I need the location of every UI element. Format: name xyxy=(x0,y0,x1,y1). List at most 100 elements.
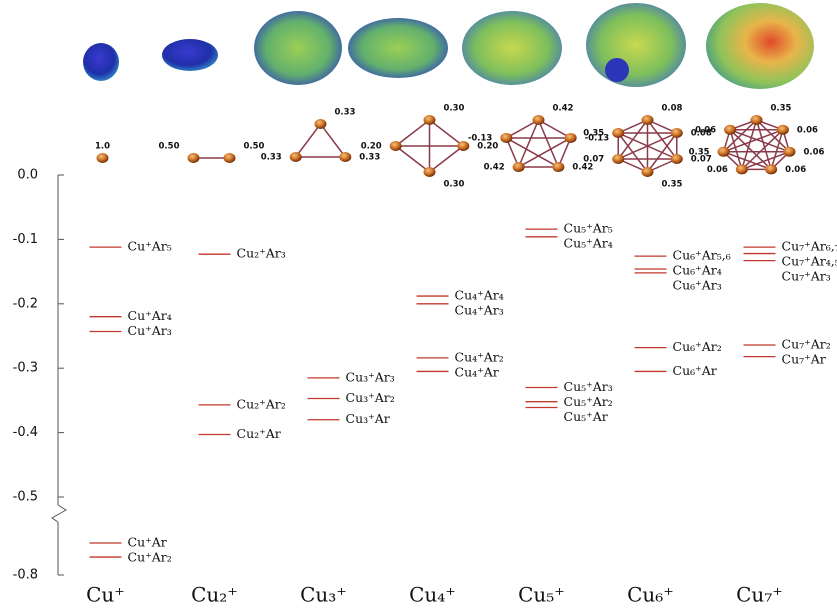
atom xyxy=(724,125,736,135)
charge-label: 0.33 xyxy=(359,153,380,163)
bond xyxy=(430,120,464,146)
atom xyxy=(565,133,577,143)
atom xyxy=(533,115,545,125)
atom xyxy=(424,167,436,177)
bond xyxy=(519,120,539,167)
bond xyxy=(396,146,430,172)
level-label: Cu⁺Ar xyxy=(128,535,167,550)
level-label: Cu₄⁺Ar₄ xyxy=(455,288,504,303)
level-label: Cu₄⁺Ar₂ xyxy=(455,349,504,364)
atom xyxy=(718,147,730,157)
charge-label: 0.33 xyxy=(261,153,282,163)
level-label: Cu₅⁺Ar₄ xyxy=(564,236,613,251)
charge-label: 0.20 xyxy=(361,142,382,152)
level-label: Cu₃⁺Ar₂ xyxy=(346,390,395,405)
level-label: Cu₆⁺Ar₅,₆ xyxy=(673,248,731,263)
level-label: Cu₇⁺Ar₃ xyxy=(782,269,831,284)
atom xyxy=(642,167,654,177)
charge-label: 0.06 xyxy=(797,125,818,135)
x-tick-label: Cu₆⁺ xyxy=(627,583,674,607)
x-tick-label: Cu₇⁺ xyxy=(736,583,783,607)
level-label: Cu₅⁺Ar₃ xyxy=(564,379,613,394)
charge-label: 0.06 xyxy=(707,165,728,175)
y-tick-label: -0.8 xyxy=(13,568,38,583)
density-surfaces xyxy=(83,3,814,89)
atom xyxy=(290,152,302,162)
charge-label: 0.30 xyxy=(444,104,465,114)
charge-label: 0.35 xyxy=(662,180,683,190)
y-tick-label: 0.0 xyxy=(17,168,38,183)
atom xyxy=(671,128,683,138)
charge-label: 1.0 xyxy=(95,142,110,152)
charge-label: 0.33 xyxy=(335,108,356,118)
bond xyxy=(321,124,346,157)
y-tick-label: -0.4 xyxy=(13,425,38,440)
level-label: Cu₆⁺Ar₃ xyxy=(673,278,722,293)
level-label: Cu₇⁺Ar₂ xyxy=(782,337,831,352)
atom xyxy=(97,153,109,163)
charge-label: 0.35 xyxy=(583,129,604,139)
level-label: Cu₇⁺Ar₆,₇ xyxy=(782,239,837,254)
y-tick-label: -0.3 xyxy=(13,361,38,376)
atom xyxy=(783,147,795,157)
x-tick-label: Cu⁺ xyxy=(86,583,125,607)
level-label: Cu⁺Ar₃ xyxy=(128,323,172,338)
level-label: Cu₄⁺Ar xyxy=(455,364,499,379)
atom xyxy=(612,154,624,164)
chart: 0.0-0.1-0.2-0.3-0.4-0.5-0.8Cu⁺1.0Cu⁺Ar₅C… xyxy=(0,0,837,610)
bond xyxy=(396,120,430,146)
level-label: Cu₃⁺Ar xyxy=(346,411,390,426)
atom xyxy=(424,115,436,125)
charge-label: 0.50 xyxy=(159,142,180,152)
level-label: Cu₇⁺Ar₄,₅ xyxy=(782,254,837,269)
level-label: Cu₆⁺Ar₂ xyxy=(673,339,722,354)
level-label: Cu₂⁺Ar xyxy=(237,426,281,441)
level-label: Cu₆⁺Ar xyxy=(673,363,717,378)
atom xyxy=(188,153,200,163)
atom xyxy=(552,162,564,172)
atom xyxy=(224,153,236,163)
level-label: Cu₆⁺Ar₄ xyxy=(673,263,722,278)
charge-label: -0.13 xyxy=(468,133,493,143)
level-label: Cu₅⁺Ar₅ xyxy=(564,221,613,236)
atom xyxy=(500,133,512,143)
x-tick-label: Cu₃⁺ xyxy=(300,583,347,607)
x-tick-label: Cu₂⁺ xyxy=(191,583,238,607)
level-label: Cu⁺Ar₄ xyxy=(128,308,172,323)
y-tick-label: -0.2 xyxy=(13,296,38,311)
y-tick-label: -0.1 xyxy=(13,232,38,247)
axis-break xyxy=(52,505,66,522)
bond xyxy=(539,120,559,167)
atom xyxy=(777,125,789,135)
charge-label: 0.08 xyxy=(662,104,683,114)
level-label: Cu₂⁺Ar₂ xyxy=(237,396,286,411)
charge-label: 0.50 xyxy=(244,142,265,152)
charge-label: 0.42 xyxy=(553,104,574,114)
atom xyxy=(390,141,402,151)
atom xyxy=(315,119,327,129)
charge-label: 0.35 xyxy=(771,104,792,114)
level-label: Cu₅⁺Ar₂ xyxy=(564,394,613,409)
atom xyxy=(751,115,763,125)
level-label: Cu₇⁺Ar xyxy=(782,352,826,367)
charge-label: 0.30 xyxy=(444,180,465,190)
level-label: Cu₃⁺Ar₃ xyxy=(346,369,395,384)
bond xyxy=(296,124,321,157)
x-tick-label: Cu₄⁺ xyxy=(409,583,456,607)
atom xyxy=(671,154,683,164)
atom xyxy=(642,115,654,125)
bond xyxy=(506,138,558,167)
atom xyxy=(513,162,525,172)
atom xyxy=(736,164,748,174)
y-tick-label: -0.5 xyxy=(13,490,38,505)
bond xyxy=(519,138,571,167)
level-label: Cu₅⁺Ar xyxy=(564,409,608,424)
level-label: Cu₂⁺Ar₃ xyxy=(237,246,286,261)
x-tick-label: Cu₅⁺ xyxy=(518,583,565,607)
atom xyxy=(765,164,777,174)
charge-label: 0.06 xyxy=(695,125,716,135)
charge-label: 0.42 xyxy=(484,163,505,173)
charge-label: 0.35 xyxy=(689,147,710,157)
level-label: Cu⁺Ar₂ xyxy=(128,550,172,565)
bond xyxy=(430,146,464,172)
